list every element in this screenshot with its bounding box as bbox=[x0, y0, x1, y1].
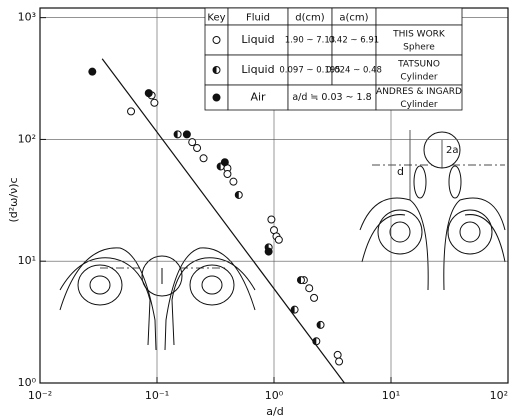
x-tick-label: 10⁻¹ bbox=[145, 389, 169, 402]
table-cell-text: 0.42 ~ 6.91 bbox=[329, 36, 379, 46]
data-point bbox=[151, 99, 158, 106]
eddy bbox=[460, 222, 480, 242]
eddy bbox=[78, 265, 122, 305]
table-header: a(cm) bbox=[339, 13, 368, 24]
table-cell-text: 0.024 ~ 0.48 bbox=[326, 66, 382, 76]
data-point bbox=[189, 139, 196, 146]
marker-body bbox=[334, 351, 341, 358]
marker-body bbox=[275, 236, 282, 243]
data-point bbox=[336, 358, 343, 365]
y-axis-label: (d²ω/ν)c bbox=[7, 177, 20, 222]
x-tick-label: 10² bbox=[490, 389, 508, 402]
table-cell-text: Liquid bbox=[241, 63, 274, 76]
y-tick-label: 10³ bbox=[18, 11, 36, 24]
data-point bbox=[306, 285, 313, 292]
data-point bbox=[235, 191, 242, 198]
x-tick-label: 10¹ bbox=[382, 389, 400, 402]
marker-body bbox=[224, 171, 231, 178]
marker-body bbox=[268, 216, 275, 223]
marker-body bbox=[145, 90, 152, 97]
table-cell-text: 1.90 ~ 7.13 bbox=[285, 36, 335, 46]
data-point bbox=[128, 108, 135, 115]
data-point bbox=[230, 178, 237, 185]
data-point bbox=[183, 131, 190, 138]
marker-body bbox=[213, 94, 220, 101]
data-point bbox=[313, 338, 320, 345]
data-point bbox=[268, 216, 275, 223]
key-table: Key Fluid d(cm) a(cm) Liquid 1.90 ~ 7.130.42 … bbox=[205, 8, 462, 110]
table-cell-text: Air bbox=[250, 91, 266, 104]
marker-body bbox=[194, 145, 201, 152]
data-point bbox=[89, 68, 96, 75]
y-tick-label: 10² bbox=[18, 132, 36, 145]
data-point bbox=[221, 159, 228, 166]
inset-cylinder-flow bbox=[60, 248, 255, 350]
table-header: Key bbox=[207, 13, 225, 24]
marker-body bbox=[221, 159, 228, 166]
data-point bbox=[265, 248, 272, 255]
marker-body bbox=[128, 108, 135, 115]
x-tick-label: 10⁻² bbox=[28, 389, 52, 402]
legend-marker bbox=[213, 94, 220, 101]
marker-body bbox=[200, 155, 207, 162]
data-point bbox=[224, 171, 231, 178]
data-point bbox=[311, 294, 318, 301]
data-point bbox=[297, 277, 304, 284]
table-cell-text: Sphere bbox=[403, 43, 435, 53]
x-tick-label: 10⁰ bbox=[265, 389, 284, 402]
eddy bbox=[390, 222, 410, 242]
y-tick-label: 10⁰ bbox=[18, 376, 37, 389]
marker-body bbox=[265, 248, 272, 255]
data-point bbox=[174, 131, 181, 138]
data-point bbox=[275, 236, 282, 243]
eddy bbox=[414, 166, 426, 198]
annotation: d bbox=[397, 165, 404, 178]
data-point bbox=[334, 351, 341, 358]
eddy bbox=[449, 166, 461, 198]
table-cell-text: a/d ≒ 0.03 ~ 1.8 bbox=[292, 92, 371, 103]
table-cell-text: Cylinder bbox=[400, 73, 438, 83]
data-point bbox=[317, 321, 324, 328]
table-cell-text: ANDRES & INGARD bbox=[376, 87, 462, 97]
chart: a/d (d²ω/ν)c d 2a 10⁻² 10⁻¹ 10⁰ 10¹ 10² 10⁰ 10… bbox=[0, 0, 510, 420]
eddy bbox=[202, 276, 222, 294]
eddy bbox=[378, 210, 422, 254]
streamline bbox=[60, 258, 150, 345]
annotation: 2a bbox=[446, 145, 459, 156]
marker-body bbox=[183, 131, 190, 138]
marker-body bbox=[213, 37, 220, 44]
data-point bbox=[194, 145, 201, 152]
table-header: d(cm) bbox=[295, 13, 324, 24]
data-point bbox=[200, 155, 207, 162]
table-cell-text: Cylinder bbox=[400, 100, 438, 110]
marker-body bbox=[306, 285, 313, 292]
marker-body bbox=[89, 68, 96, 75]
table-cell-text: Liquid bbox=[241, 33, 274, 46]
legend-marker bbox=[213, 67, 220, 74]
marker-body bbox=[336, 358, 343, 365]
table-cell-text: TATSUNO bbox=[397, 60, 440, 70]
legend-marker bbox=[213, 37, 220, 44]
eddy bbox=[190, 265, 234, 305]
marker-body bbox=[151, 99, 158, 106]
inset-sphere-flow: d 2a bbox=[360, 130, 505, 290]
marker-body bbox=[230, 178, 237, 185]
table-cell-text: THIS WORK bbox=[392, 30, 446, 40]
table-header: Fluid bbox=[246, 13, 270, 24]
data-point bbox=[291, 306, 298, 313]
table-cell bbox=[376, 8, 462, 25]
streamline bbox=[165, 248, 255, 350]
y-tick-label: 10¹ bbox=[18, 254, 36, 267]
marker-body bbox=[311, 294, 318, 301]
x-axis-label: a/d bbox=[266, 405, 283, 418]
marker-body bbox=[189, 139, 196, 146]
eddy bbox=[448, 210, 492, 254]
data-point bbox=[145, 90, 152, 97]
streamline bbox=[172, 258, 255, 345]
eddy bbox=[90, 276, 110, 294]
streamline bbox=[444, 198, 505, 290]
streamline bbox=[60, 248, 156, 350]
